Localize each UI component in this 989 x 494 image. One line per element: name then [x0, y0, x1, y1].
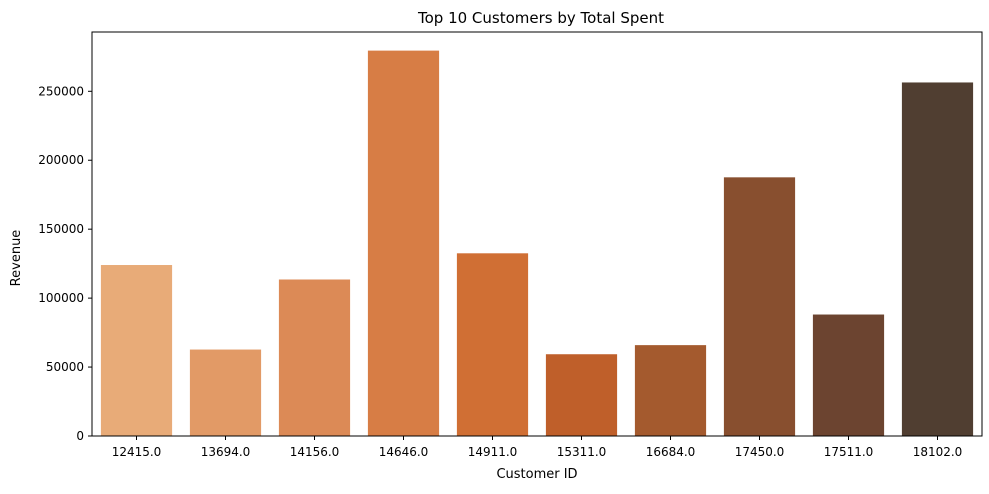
x-axis-label: Customer ID: [496, 467, 577, 482]
axes-group: [91, 31, 983, 437]
bar-13694.0: [189, 349, 262, 436]
x-tick-label: 13694.0: [201, 445, 251, 459]
x-tick-label: 16684.0: [646, 445, 696, 459]
y-tick-label: 250000: [38, 84, 84, 98]
plot-frame: [91, 31, 983, 437]
x-tick-label: 17511.0: [824, 445, 874, 459]
y-axis-ticks: 0 50000 100000 150000 200000 250000: [38, 84, 92, 443]
bar-14911.0: [456, 253, 529, 436]
x-tick-label: 14156.0: [290, 445, 340, 459]
bar-16684.0: [634, 345, 707, 436]
y-axis-label: Revenue: [9, 230, 24, 287]
bar-17450.0: [723, 177, 796, 436]
x-tick-label: 17450.0: [735, 445, 785, 459]
bar-12415.0: [100, 265, 173, 436]
bar-17511.0: [812, 314, 885, 436]
chart-title: Top 10 Customers by Total Spent: [417, 9, 664, 27]
bars-group: [100, 50, 974, 437]
x-axis-ticks: 12415.0 13694.0 14156.0 14646.0 14911.0 15311…: [112, 436, 963, 459]
bar-14156.0: [278, 279, 351, 436]
y-tick-label: 200000: [38, 153, 84, 167]
y-tick-label: 0: [76, 429, 84, 443]
bar-18102.0: [901, 82, 974, 437]
x-tick-label: 18102.0: [913, 445, 963, 459]
y-tick-label: 100000: [38, 291, 84, 305]
x-tick-label: 14911.0: [468, 445, 518, 459]
y-tick-label: 150000: [38, 222, 84, 236]
bar-15311.0: [545, 354, 618, 436]
x-tick-label: 12415.0: [112, 445, 162, 459]
bar-14646.0: [367, 50, 440, 437]
x-tick-label: 15311.0: [557, 445, 607, 459]
x-tick-label: 14646.0: [379, 445, 429, 459]
y-tick-label: 50000: [46, 360, 84, 374]
